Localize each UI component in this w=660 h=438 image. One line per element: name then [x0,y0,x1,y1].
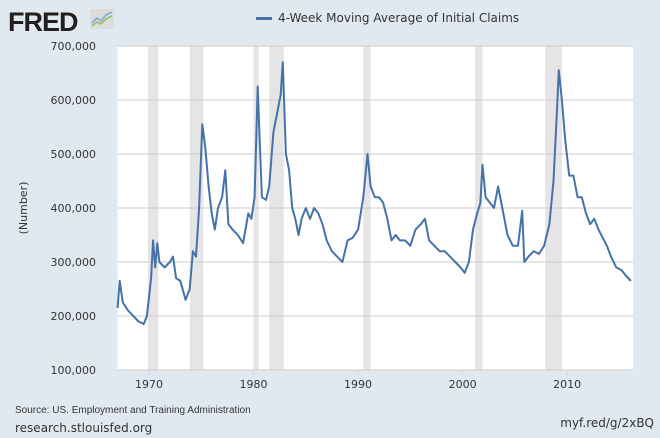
y-tick-label: 100,000 [51,364,97,377]
y-tick-label: 700,000 [51,40,97,53]
site-link[interactable]: research.stlouisfed.org [15,421,153,435]
legend: 4-Week Moving Average of Initial Claims [256,11,519,25]
y-tick-label: 200,000 [51,310,97,323]
y-tick-label: 400,000 [51,202,97,215]
y-tick-label: 600,000 [51,94,97,107]
short-url[interactable]: myf.red/g/2xBQ [560,416,654,430]
x-tick-label: 2000 [449,378,477,391]
x-tick-label: 1980 [240,378,268,391]
line-chart: 100,000 200,000 300,000 400,000 500,000 600,0… [17,40,634,391]
x-tick-label: 1970 [135,378,163,391]
legend-swatch [256,16,272,20]
x-tick-label: 2010 [553,378,581,391]
x-tick-label: 1990 [344,378,372,391]
series-line [116,61,632,326]
fred-chart-icon [90,9,114,29]
source-note: Source: US. Employment and Training Admi… [15,405,251,416]
y-tick-label: 500,000 [51,148,97,161]
legend-label: 4-Week Moving Average of Initial Claims [278,11,520,25]
y-tick-label: 300,000 [51,256,97,269]
fred-logo[interactable]: FRED [8,7,78,37]
y-axis-label: (Number) [17,182,30,235]
